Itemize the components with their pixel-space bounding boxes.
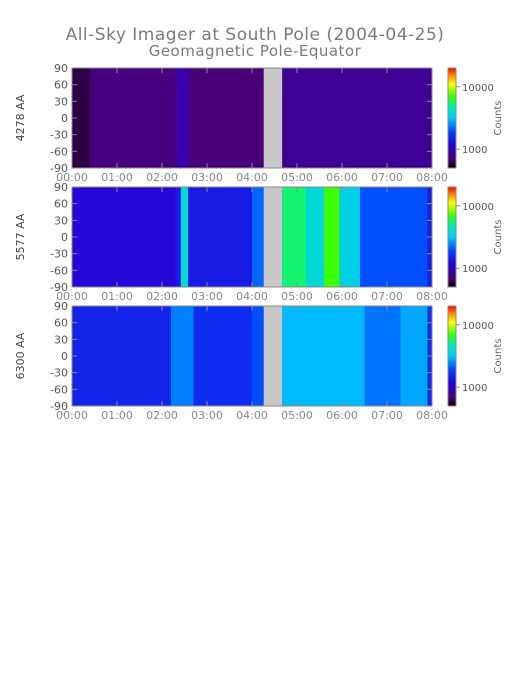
x-tick-label: 02:00 [146, 171, 178, 184]
colorbar-frame [447, 186, 457, 288]
x-tick-label: 01:00 [101, 290, 133, 303]
colorbar [448, 306, 456, 406]
y-tick-label: -90 [50, 281, 68, 294]
y-tick-label: 30 [54, 214, 68, 227]
colorbar [448, 187, 456, 287]
x-tick-label: 06:00 [326, 409, 358, 422]
y-tick-label: 0 [61, 112, 68, 125]
colorbar-label: Counts [493, 220, 504, 255]
y-axis-label: 5577 AA [14, 213, 27, 260]
intensity-band [175, 68, 189, 168]
panel-1: 90 60 30 0 -30 -60 -90 4278 AA 00:00 01:00 02:00 03… [14, 62, 504, 184]
x-tick-label: 08:00 [416, 409, 448, 422]
panel-2: 90 60 30 0 -30 -60 -90 5577 AA 00:00 01:00 02:00 03… [14, 181, 504, 303]
y-axis-label: 6300 AA [14, 332, 27, 379]
data-gap [263, 306, 283, 406]
intensity-band [360, 187, 428, 287]
data-gap [263, 187, 283, 287]
intensity-band [72, 187, 176, 287]
x-tick-label: 00:00 [56, 171, 88, 184]
panel-3: 90 60 30 0 -30 -60 -90 6300 AA 00:00 01:00 02:00 03… [14, 300, 504, 422]
intensity-band [324, 187, 340, 287]
x-tick-label: 03:00 [191, 290, 223, 303]
colorbar-tick-label: 1000 [462, 383, 487, 394]
colorbar-frame [447, 305, 457, 407]
x-tick-label: 07:00 [371, 290, 403, 303]
x-tick-label: 01:00 [101, 409, 133, 422]
colorbar [448, 68, 456, 168]
intensity-band [306, 187, 324, 287]
y-tick-label: 60 [54, 198, 68, 211]
y-tick-label: 90 [54, 181, 68, 194]
y-tick-label: -60 [50, 383, 68, 396]
intensity-band [252, 306, 264, 406]
intensity-band [282, 187, 306, 287]
x-tick-label: 06:00 [326, 171, 358, 184]
colorbar-tick-label: 10000 [462, 83, 494, 94]
colorbar-tick-label: 1000 [462, 264, 487, 275]
intensity-band [252, 187, 264, 287]
x-tick-label: 05:00 [281, 290, 313, 303]
x-tick-label: 03:00 [191, 171, 223, 184]
chart-subtitle: Geomagnetic Pole-Equator [148, 42, 362, 60]
colorbar-label: Counts [493, 339, 504, 374]
intensity-band [72, 68, 90, 168]
x-tick-label: 07:00 [371, 409, 403, 422]
x-tick-label: 04:00 [236, 409, 268, 422]
intensity-band [180, 187, 189, 287]
x-tick-label: 03:00 [191, 409, 223, 422]
y-tick-label: 90 [54, 300, 68, 313]
y-tick-label: 0 [61, 231, 68, 244]
intensity-band [282, 68, 432, 168]
x-tick-label: 04:00 [236, 290, 268, 303]
intensity-band [282, 306, 365, 406]
y-tick-label: 60 [54, 79, 68, 92]
y-axis-label: 4278 AA [14, 94, 27, 141]
chart-title: All-Sky Imager at South Pole (2004-04-25… [65, 25, 445, 45]
colorbar-tick-label: 10000 [462, 202, 494, 213]
intensity-band [400, 306, 428, 406]
intensity-band [339, 187, 360, 287]
x-tick-label: 05:00 [281, 171, 313, 184]
y-tick-label: -30 [50, 248, 68, 261]
intensity-band [364, 306, 401, 406]
colorbar-tick-label: 1000 [462, 145, 487, 156]
y-tick-label: -30 [50, 367, 68, 380]
x-tick-label: 07:00 [371, 171, 403, 184]
y-tick-label: 60 [54, 317, 68, 330]
y-tick-label: -90 [50, 400, 68, 413]
y-tick-label: 90 [54, 62, 68, 75]
intensity-band [72, 306, 171, 406]
y-tick-label: 30 [54, 333, 68, 346]
y-tick-label: 0 [61, 350, 68, 363]
x-tick-label: 02:00 [146, 409, 178, 422]
x-tick-label: 02:00 [146, 290, 178, 303]
y-tick-label: -90 [50, 162, 68, 175]
x-tick-label: 05:00 [281, 409, 313, 422]
colorbar-tick-label: 10000 [462, 321, 494, 332]
intensity-band [90, 68, 176, 168]
x-tick-label: 01:00 [101, 171, 133, 184]
y-tick-label: 30 [54, 95, 68, 108]
intensity-band [171, 306, 194, 406]
x-tick-label: 06:00 [326, 290, 358, 303]
y-tick-label: -60 [50, 145, 68, 158]
x-tick-label: 08:00 [416, 290, 448, 303]
data-gap [263, 68, 283, 168]
y-tick-label: -30 [50, 129, 68, 142]
y-tick-label: -60 [50, 264, 68, 277]
x-tick-label: 04:00 [236, 171, 268, 184]
intensity-band [189, 68, 264, 168]
x-tick-label: 00:00 [56, 409, 88, 422]
colorbar-frame [447, 67, 457, 169]
x-tick-label: 00:00 [56, 290, 88, 303]
x-tick-label: 08:00 [416, 171, 448, 184]
colorbar-label: Counts [493, 101, 504, 136]
